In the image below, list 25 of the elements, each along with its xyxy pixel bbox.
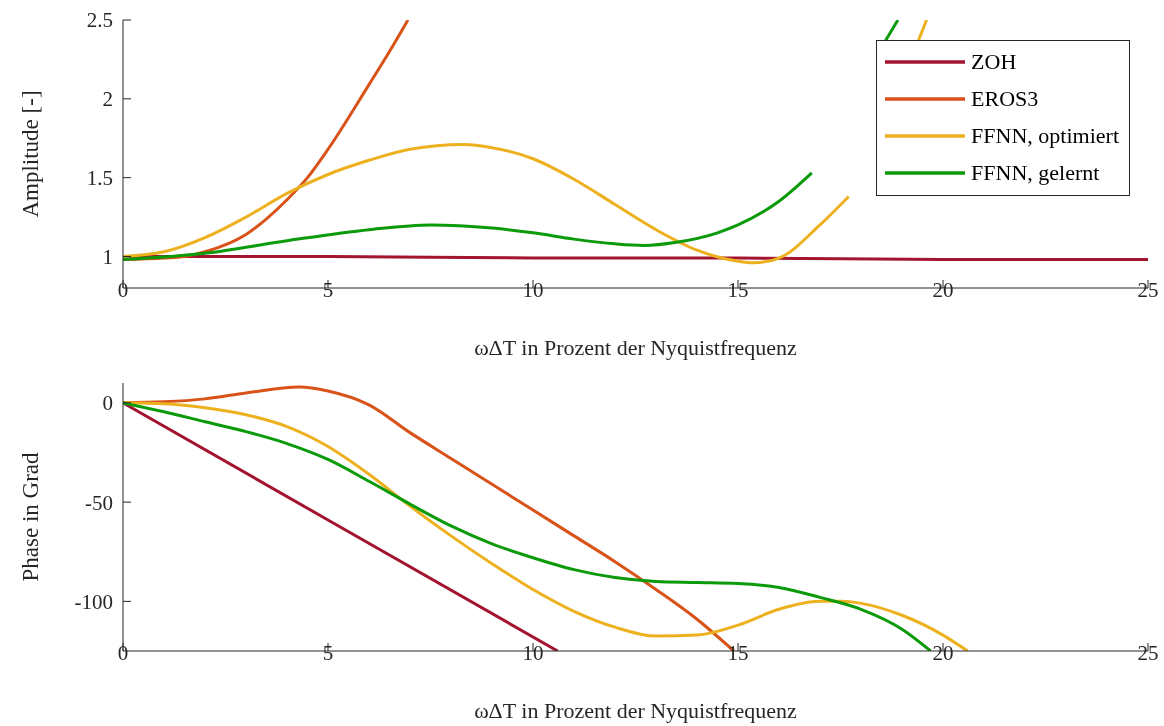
x-tick-label: 25 [1137,277,1159,302]
y-tick-label: -100 [74,589,113,614]
legend-label: FFNN, gelernt [971,159,1100,186]
legend-label: EROS3 [971,85,1039,112]
y-tick-label: 1 [102,244,113,269]
legend-label: FFNN, optimiert [971,122,1119,149]
x-tick-label: 20 [932,640,954,665]
x-tick-label: 5 [322,277,334,302]
legend-label: ZOH [971,48,1017,75]
y-tick-label: 1.5 [86,166,113,191]
x-tick-label: 10 [522,277,544,302]
y-tick-label: 2.5 [86,8,113,33]
y-axis-title: Amplitude [-] [18,90,44,218]
x-tick-label: 20 [932,277,954,302]
y-tick-label: -50 [85,490,113,515]
x-tick-label: 10 [522,640,544,665]
y-axis-title: Phase in Grad [18,451,44,582]
x-axis-title: ωΔT in Prozent der Nyquistfrequenz [474,698,798,723]
x-tick-label: 15 [727,277,749,302]
x-tick-label: 15 [727,640,749,665]
y-tick-label: 2 [102,87,113,112]
x-axis-title: ωΔT in Prozent der Nyquistfrequenz [474,335,798,360]
y-tick-label: 0 [102,391,113,416]
x-tick-label: 5 [322,640,334,665]
x-tick-label: 25 [1137,640,1159,665]
